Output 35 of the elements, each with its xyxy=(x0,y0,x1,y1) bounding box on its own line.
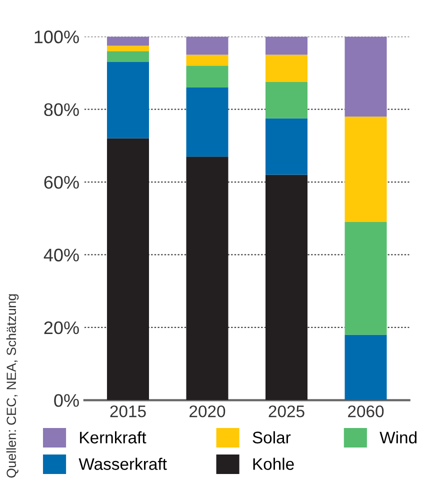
bar xyxy=(106,51,149,62)
legend-label: Kohle xyxy=(253,458,294,470)
x-tick-label: 2060 xyxy=(348,405,384,418)
bar xyxy=(344,116,387,222)
y-tick-label: 100% xyxy=(34,30,79,44)
bar xyxy=(265,54,308,82)
bar xyxy=(344,334,387,400)
bar xyxy=(186,66,228,88)
y-tick-label: 40% xyxy=(44,248,79,262)
bar xyxy=(186,54,228,66)
bar xyxy=(106,46,149,52)
bar xyxy=(344,36,387,117)
legend-label: Solar xyxy=(252,431,291,444)
legend-label: Wasserkraft xyxy=(78,458,167,470)
x-tick-label: 2020 xyxy=(190,405,226,418)
y-tick-label: 0% xyxy=(54,394,79,407)
source-note: Quellen: CEC, NEA, Schätzung xyxy=(6,294,19,478)
bar xyxy=(186,36,228,55)
bar xyxy=(106,138,149,400)
bar xyxy=(186,88,228,157)
bar xyxy=(265,174,308,400)
y-tick-label: 20% xyxy=(44,321,79,334)
y-tick-label: 80% xyxy=(44,103,79,116)
y-tick-label: 60% xyxy=(44,176,79,189)
x-tick-label: 2025 xyxy=(268,405,304,418)
bar xyxy=(265,118,308,175)
bar xyxy=(186,156,228,400)
bar xyxy=(106,62,149,138)
bar xyxy=(265,36,308,55)
bar xyxy=(265,82,308,118)
legend-label: Kernkraft xyxy=(80,431,146,444)
bar xyxy=(344,222,387,335)
x-tick-label: 2015 xyxy=(110,405,146,418)
bar xyxy=(106,36,149,46)
legend-label: Wind xyxy=(380,431,416,444)
